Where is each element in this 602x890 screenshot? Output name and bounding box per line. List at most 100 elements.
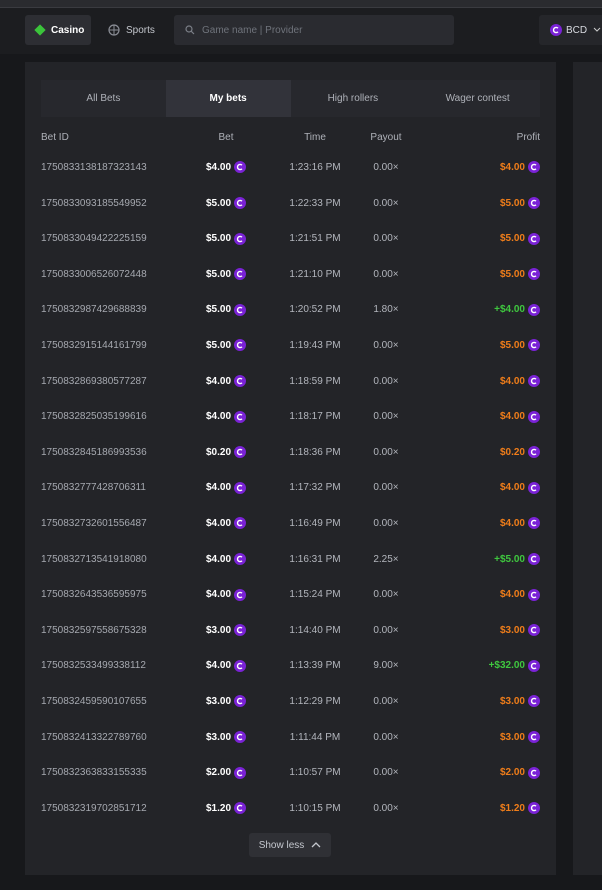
bet-tab[interactable]: My bets bbox=[165, 80, 291, 117]
cell-text: $4.00 bbox=[499, 589, 525, 601]
cell-text: $5.00 bbox=[205, 268, 232, 280]
cell-bet-id: 1750832319702851712 bbox=[41, 799, 147, 819]
show-less-button[interactable]: Show less bbox=[249, 833, 331, 857]
casino-icon bbox=[34, 24, 46, 36]
cell-profit: $0.20 bbox=[500, 443, 540, 463]
coin-icon bbox=[234, 374, 247, 387]
cell-profit: $5.00 bbox=[500, 336, 540, 356]
cell-payout: 0.00× bbox=[373, 728, 398, 748]
coin-icon bbox=[234, 517, 247, 530]
cell-text: 0.00× bbox=[373, 482, 399, 494]
cell-profit: $5.00 bbox=[500, 229, 540, 249]
cell-text: $4.00 bbox=[205, 411, 232, 423]
cell-text: 1750832363833155335 bbox=[41, 767, 147, 779]
cell-time: 1:21:10 PM bbox=[289, 265, 340, 285]
cell-text: 0.00× bbox=[373, 233, 399, 245]
tab-label: Casino bbox=[51, 24, 85, 36]
sports-tab[interactable]: Sports bbox=[100, 15, 164, 45]
bet-row: 1750833093185549952 $5.00 1:22:33 PM 0.00× $… bbox=[41, 194, 540, 214]
cell-profit: $2.00 bbox=[500, 763, 540, 783]
cell-payout: 1.80× bbox=[373, 300, 398, 320]
coin-icon bbox=[234, 766, 247, 779]
bet-tab[interactable]: High rollers bbox=[327, 93, 379, 104]
cell-text: 1:16:31 PM bbox=[289, 553, 341, 565]
cell-text: 0.00× bbox=[373, 802, 399, 814]
cell-text: 1:16:49 PM bbox=[289, 518, 341, 529]
coin-icon bbox=[528, 232, 540, 245]
cell-text: 1:19:43 PM bbox=[289, 340, 341, 351]
cell-text: 1:10:15 PM bbox=[289, 802, 341, 814]
bet-row: 1750832459590107655 $3.00 1:12:29 PM 0.00× $… bbox=[41, 692, 540, 712]
coin-icon bbox=[234, 659, 247, 672]
cell-bet: $5.00 bbox=[206, 194, 247, 214]
cell-text: $1.20 bbox=[499, 802, 525, 814]
bet-row: 1750833138187323143 $4.00 1:23:16 PM 0.00× $… bbox=[41, 158, 540, 178]
coin-icon bbox=[528, 552, 540, 565]
bet-tab[interactable]: Wager contest bbox=[445, 93, 510, 104]
cell-text: 1750832915144161799 bbox=[41, 340, 147, 351]
bet-tab[interactable]: All Bets bbox=[86, 93, 121, 104]
cell-profit: +$5.00 bbox=[494, 550, 540, 570]
search-box[interactable]: Game name | Provider bbox=[174, 15, 454, 45]
cell-text: $5.00 bbox=[205, 340, 232, 351]
table-header: Bet ID Bet Time Payout Profit bbox=[41, 128, 540, 148]
cell-time: 1:18:36 PM bbox=[289, 443, 340, 463]
cell-text: $1.20 bbox=[205, 802, 232, 814]
cell-text: $3.00 bbox=[499, 624, 525, 636]
cell-bet-id: 1750832643536595975 bbox=[41, 585, 147, 605]
search-placeholder: Game name | Provider bbox=[202, 24, 303, 36]
cell-bet: $4.00 bbox=[206, 514, 247, 534]
cell-text: 0.00× bbox=[373, 767, 399, 779]
bet-row: 1750832825035199616 $4.00 1:18:17 PM 0.00× $… bbox=[41, 407, 540, 427]
cell-text: 1750832777428706311 bbox=[41, 482, 146, 494]
coin-icon bbox=[234, 268, 247, 281]
coin-icon bbox=[528, 517, 540, 530]
cell-time: 1:15:24 PM bbox=[289, 585, 340, 605]
bet-row: 1750832845186993536 $0.20 1:18:36 PM 0.00× $… bbox=[41, 443, 540, 463]
cell-profit: $5.00 bbox=[500, 194, 540, 214]
cell-text: 1.80× bbox=[373, 304, 399, 316]
cell-payout: 0.00× bbox=[373, 799, 398, 819]
cell-text: 1:18:17 PM bbox=[289, 411, 341, 423]
cell-time: 1:17:32 PM bbox=[289, 478, 340, 498]
search-icon bbox=[185, 25, 195, 35]
cell-bet-id: 1750832413322789760 bbox=[41, 728, 147, 748]
casino-tab[interactable]: Casino bbox=[25, 15, 91, 45]
cell-text: $4.00 bbox=[205, 162, 232, 173]
cell-time: 1:19:43 PM bbox=[289, 336, 340, 356]
cell-time: 1:20:52 PM bbox=[289, 300, 340, 320]
cell-text: $0.20 bbox=[499, 446, 525, 458]
cell-payout: 0.00× bbox=[373, 621, 398, 641]
cell-profit: $4.00 bbox=[500, 372, 540, 392]
coin-icon bbox=[528, 339, 540, 352]
cell-time: 1:23:16 PM bbox=[289, 158, 340, 178]
cell-bet: $4.00 bbox=[206, 585, 247, 605]
cell-text: +$5.00 bbox=[494, 553, 525, 565]
cell-bet: $0.20 bbox=[205, 443, 247, 463]
bet-row: 1750832732601556487 $4.00 1:16:49 PM 0.00× $… bbox=[41, 514, 540, 534]
cell-text: 0.00× bbox=[373, 375, 399, 387]
cell-payout: 0.00× bbox=[373, 514, 398, 534]
cell-text: 1750832643536595975 bbox=[41, 589, 147, 601]
cell-payout: 0.00× bbox=[373, 692, 398, 712]
cell-bet-id: 1750832459590107655 bbox=[41, 692, 147, 712]
cell-text: $0.20 bbox=[205, 446, 232, 458]
column-header: Time bbox=[304, 132, 326, 143]
cell-text: $5.00 bbox=[205, 304, 232, 316]
cell-text: 1:14:40 PM bbox=[289, 624, 341, 636]
cell-payout: 0.00× bbox=[373, 158, 398, 178]
bet-row: 1750832869380577287 $4.00 1:18:59 PM 0.00× $… bbox=[41, 372, 540, 392]
coin-icon bbox=[528, 161, 540, 174]
cell-text: 0.00× bbox=[373, 446, 399, 458]
cell-text: 0.00× bbox=[373, 589, 399, 601]
coin-icon bbox=[528, 624, 540, 637]
coin-icon bbox=[234, 161, 247, 174]
cell-bet-id: 1750833006526072448 bbox=[41, 265, 147, 285]
cell-text: 0.00× bbox=[373, 340, 399, 351]
coin-icon bbox=[528, 268, 540, 281]
cell-profit: $3.00 bbox=[500, 728, 540, 748]
currency-selector[interactable]: BCD bbox=[539, 15, 602, 45]
cell-payout: 0.00× bbox=[373, 478, 398, 498]
cell-text: $4.00 bbox=[499, 518, 525, 529]
cell-text: 0.00× bbox=[373, 162, 399, 173]
